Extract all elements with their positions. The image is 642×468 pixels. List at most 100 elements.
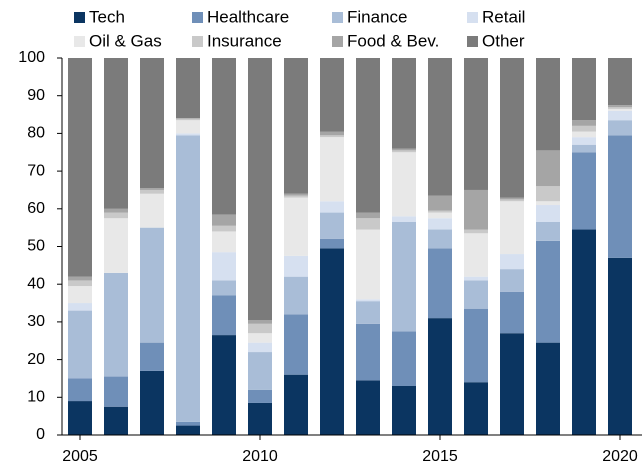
bar-segment: [104, 218, 128, 273]
bar-segment: [248, 320, 272, 324]
y-tick-label: 0: [36, 426, 45, 443]
bar-segment: [428, 195, 452, 211]
bar-segment: [140, 370, 164, 435]
bar-segment: [212, 214, 236, 226]
bar-segment: [500, 333, 524, 435]
bar-segment: [392, 385, 416, 435]
legend-label: Healthcare: [207, 7, 289, 26]
y-tick-label: 30: [27, 313, 45, 330]
bar-segment: [464, 189, 488, 230]
bar-segment: [572, 144, 596, 153]
legend-swatch: [467, 12, 478, 23]
bar-segment: [320, 137, 344, 202]
bar-segment: [176, 421, 200, 426]
x-tick-label: 2020: [602, 448, 638, 465]
bar-segment: [608, 135, 632, 258]
bar-segment: [536, 240, 560, 343]
bar-segment: [140, 188, 164, 190]
bar-segment: [176, 58, 200, 119]
bar-segment: [320, 201, 344, 213]
bar-segment: [392, 216, 416, 222]
bar-segment: [356, 212, 380, 219]
x-tick-label: 2015: [422, 448, 458, 465]
legend-swatch: [192, 12, 203, 23]
bar-segment: [140, 227, 164, 343]
bar-segment: [500, 58, 524, 198]
bar-segment: [68, 286, 92, 304]
bar-segment: [212, 252, 236, 281]
bar-segment: [140, 193, 164, 228]
bar-segment: [464, 280, 488, 309]
bar-segment: [572, 120, 596, 126]
bar-segment: [500, 269, 524, 292]
bar-segment: [392, 150, 416, 153]
bar-segment: [608, 108, 632, 111]
bar-segment: [572, 229, 596, 435]
bar-segment: [212, 225, 236, 232]
bar-segment: [68, 58, 92, 277]
x-tick-label: 2010: [242, 448, 278, 465]
bar-segment: [536, 58, 560, 151]
bar-segment: [464, 229, 488, 234]
bar-segment: [428, 210, 452, 213]
bar-segment: [608, 120, 632, 136]
bar-segment: [392, 221, 416, 332]
bar-segment: [320, 58, 344, 132]
bar-segment: [284, 197, 308, 256]
legend-swatch: [192, 36, 203, 47]
bar-segment: [428, 212, 452, 219]
bar-segment: [176, 133, 200, 136]
bar-segment: [392, 331, 416, 386]
y-tick-label: 20: [27, 351, 45, 368]
legend-swatch: [74, 36, 85, 47]
bar-segment: [68, 378, 92, 402]
legend-label: Other: [482, 31, 525, 50]
x-tick-label: 2005: [62, 448, 98, 465]
bar-segment: [536, 150, 560, 187]
bar-segment: [608, 107, 632, 109]
bar-segment: [248, 342, 272, 353]
bar-segment: [176, 120, 200, 134]
y-tick-label: 80: [27, 125, 45, 142]
bar-segment: [356, 299, 380, 302]
bar-segment: [284, 255, 308, 277]
bar-segment: [572, 58, 596, 121]
bar-segment: [428, 248, 452, 319]
legend-label: Oil & Gas: [89, 31, 162, 50]
bar-segment: [284, 58, 308, 194]
bar-segment: [140, 58, 164, 189]
legend-label: Finance: [347, 7, 407, 26]
bar-segment: [608, 257, 632, 435]
bar-segment: [176, 135, 200, 422]
bar-segment: [320, 212, 344, 239]
legend-label: Insurance: [207, 31, 282, 50]
legend-label: Retail: [482, 7, 525, 26]
bar-segment: [248, 389, 272, 403]
bar-segment: [68, 280, 92, 287]
bar-segment: [248, 333, 272, 343]
bar-segment: [248, 352, 272, 390]
bar-segment: [104, 406, 128, 435]
bar-segment: [104, 212, 128, 219]
bar-segment: [284, 314, 308, 375]
bar-segment: [68, 276, 92, 281]
bar-segment: [212, 58, 236, 215]
bar-segment: [68, 310, 92, 379]
bar-segment: [212, 295, 236, 336]
bar-segment: [500, 254, 524, 270]
bar-segment: [464, 233, 488, 277]
bar-segment: [212, 280, 236, 296]
bar-segment: [320, 135, 344, 138]
bar-segment: [104, 58, 128, 209]
bar-segment: [140, 342, 164, 371]
bar-segment: [176, 118, 200, 121]
y-tick-label: 10: [27, 389, 45, 406]
bar-segment: [536, 342, 560, 435]
bar-segment: [572, 131, 596, 138]
bar-segment: [572, 137, 596, 145]
bar-segment: [464, 308, 488, 383]
bar-segment: [356, 380, 380, 435]
bar-segment: [536, 205, 560, 222]
bar-segment: [356, 301, 380, 324]
bar-segment: [284, 195, 308, 198]
